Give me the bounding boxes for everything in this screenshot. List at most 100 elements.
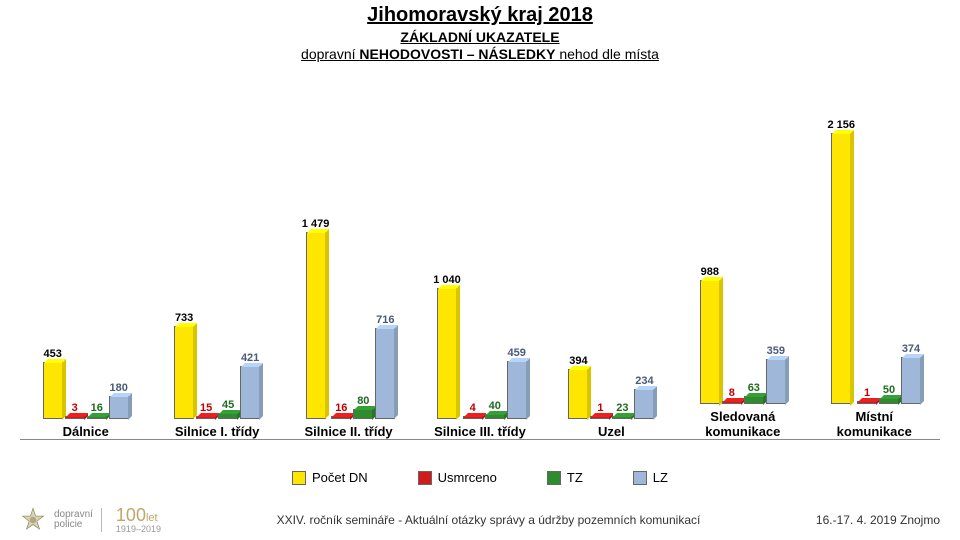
bar-tz xyxy=(612,416,632,419)
bar-lz xyxy=(507,361,527,419)
bar-wrap: 374 xyxy=(901,343,921,404)
footer-right: 16.-17. 4. 2019 Znojmo xyxy=(816,513,940,527)
bar-lz xyxy=(375,328,395,418)
category-label: Uzel xyxy=(598,425,625,439)
bar-wrap: 40 xyxy=(485,400,505,419)
bar-wrap: 15 xyxy=(196,402,216,419)
bar-wrap: 2 156 xyxy=(827,119,855,405)
subtitle-pre: dopravní xyxy=(301,46,359,62)
bar-tz xyxy=(485,414,505,419)
chart-area: 453316180Dálnice7331545421Silnice I. tří… xyxy=(20,75,940,440)
category-label: Silnice I. třídy xyxy=(175,425,260,439)
bar-cluster: 453316180 xyxy=(43,129,129,419)
bar-value-label: 453 xyxy=(44,348,62,360)
bar-value-label: 3 xyxy=(72,402,78,414)
bar-cluster: 1 040 4 40 459 xyxy=(433,129,527,419)
bar-usmrceno xyxy=(331,416,351,419)
logo-text-bottom: policie xyxy=(54,520,93,530)
logo-text-block: dopravní policie xyxy=(54,510,93,530)
bar-wrap: 234 xyxy=(634,375,654,419)
bar-tz xyxy=(744,396,764,404)
logo-text-top: dopravní xyxy=(54,510,93,520)
bar-value-label: 421 xyxy=(241,352,259,364)
category-label: Sledovanákomunikace xyxy=(705,410,780,439)
bar-pocet_dn xyxy=(568,369,588,419)
bar-value-label: 23 xyxy=(616,402,628,414)
bar-pocet_dn xyxy=(43,362,63,419)
bar-group: 988863359 Sledovanákomunikace xyxy=(677,114,808,439)
slide-header: Jihomoravský kraj 2018 ZÁKLADNÍ UKAZATEL… xyxy=(0,0,960,62)
bar-value-label: 40 xyxy=(489,400,501,412)
logo-years: 1919–2019 xyxy=(116,524,161,534)
footer-center: XXIV. ročník semináře - Aktuální otázky … xyxy=(161,513,816,527)
bar-group: 1 040440459Silnice III. třídy xyxy=(414,129,545,439)
bar-wrap: 421 xyxy=(240,352,260,419)
bar-wrap: 63 xyxy=(744,382,764,404)
bar-usmrceno xyxy=(196,416,216,419)
bar-usmrceno xyxy=(590,416,610,419)
bar-tz xyxy=(879,398,899,404)
bar-wrap: 459 xyxy=(507,347,527,419)
bar-lz xyxy=(240,366,260,419)
legend-item: TZ xyxy=(547,470,583,485)
bar-wrap: 16 xyxy=(331,402,351,419)
bar-usmrceno xyxy=(857,401,877,404)
bar-wrap: 50 xyxy=(879,384,899,404)
bar-wrap: 45 xyxy=(218,399,238,419)
subtitle-post: nehod dle místa xyxy=(555,46,659,62)
bar-group: 2 156 150374 Místníkomunikace xyxy=(809,114,940,439)
bar-wrap: 8 xyxy=(722,387,742,404)
bar-wrap: 1 479 xyxy=(302,218,330,418)
bar-cluster: 2 156 150374 xyxy=(827,114,921,404)
bar-wrap: 1 xyxy=(857,387,877,404)
bar-pocet_dn xyxy=(306,232,326,418)
bar-value-label: 80 xyxy=(357,395,369,407)
bar-wrap: 988 xyxy=(700,266,720,405)
logo-100: 100let 1919–2019 xyxy=(116,505,161,534)
bar-value-label: 1 040 xyxy=(433,274,461,286)
slide-footer: dopravní policie 100let 1919–2019 XXIV. … xyxy=(0,505,960,534)
bar-wrap: 3 xyxy=(65,402,85,419)
logo-100-number: 100 xyxy=(116,505,146,525)
bar-value-label: 15 xyxy=(200,402,212,414)
bar-cluster: 733 15 45 421 xyxy=(174,129,260,419)
bar-tz xyxy=(353,409,373,419)
bar-pocet_dn xyxy=(174,326,194,418)
slide-subtitle-bold: ZÁKLADNÍ UKAZATELE xyxy=(0,29,960,45)
bar-wrap: 733 xyxy=(174,312,194,418)
bar-tz xyxy=(87,416,107,419)
bar-wrap: 394 xyxy=(568,355,588,419)
bar-wrap: 1 xyxy=(590,402,610,419)
footer-left: dopravní policie 100let 1919–2019 xyxy=(20,505,161,534)
legend-swatch xyxy=(633,471,647,485)
bar-group: 733 15 45 421 Silnice I. třídy xyxy=(151,129,282,439)
legend-label: Usmrceno xyxy=(438,470,497,485)
bar-value-label: 2 156 xyxy=(827,119,855,131)
bar-pocet_dn xyxy=(700,280,720,405)
slide-subtitle-line2: dopravní NEHODOVOSTI – NÁSLEDKY nehod dl… xyxy=(0,46,960,62)
legend-swatch xyxy=(418,471,432,485)
bar-group: 394 1 23 234 Uzel xyxy=(546,129,677,439)
bar-wrap: 4 xyxy=(463,402,483,419)
legend-label: LZ xyxy=(653,470,668,485)
subtitle-bold-mid: NEHODOVOSTI – NÁSLEDKY xyxy=(359,46,555,62)
legend-label: TZ xyxy=(567,470,583,485)
bar-wrap: 359 xyxy=(766,345,786,404)
slide-title: Jihomoravský kraj 2018 xyxy=(0,4,960,27)
bar-cluster: 1 4791680716 xyxy=(302,129,396,419)
bar-usmrceno xyxy=(65,416,85,419)
bar-value-label: 16 xyxy=(335,402,347,414)
police-star-icon xyxy=(20,507,46,533)
bar-wrap: 16 xyxy=(87,402,107,419)
bar-wrap: 80 xyxy=(353,395,373,419)
chart-legend: Počet DN Usmrceno TZ LZ xyxy=(0,470,960,485)
bar-usmrceno xyxy=(463,416,483,419)
bar-value-label: 1 xyxy=(597,402,603,414)
legend-label: Počet DN xyxy=(312,470,368,485)
bar-pocet_dn xyxy=(437,288,457,419)
bar-pocet_dn xyxy=(831,133,851,405)
bar-lz xyxy=(766,359,786,404)
bar-lz xyxy=(109,396,129,419)
slide-page: Jihomoravský kraj 2018 ZÁKLADNÍ UKAZATEL… xyxy=(0,0,960,540)
category-label: Místníkomunikace xyxy=(837,410,912,439)
